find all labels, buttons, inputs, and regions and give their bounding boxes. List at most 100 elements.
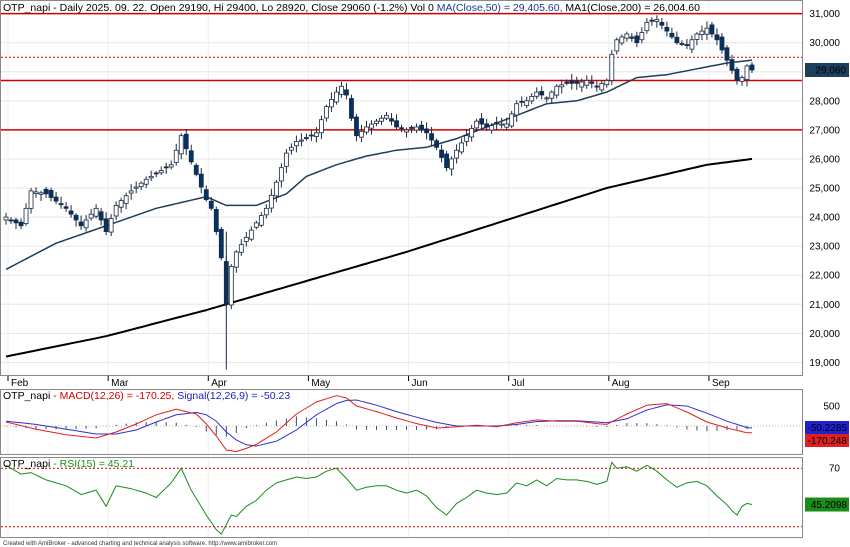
candle-down	[714, 34, 720, 41]
candle-up	[273, 181, 279, 197]
candle-down	[203, 189, 209, 201]
candle-up	[268, 194, 274, 209]
candle-down	[629, 36, 635, 39]
price-gridlines	[1, 1, 802, 537]
candle-up	[339, 85, 344, 95]
price-tick-label: 31,000	[809, 9, 840, 20]
candle-up	[514, 103, 520, 116]
macd-series	[5, 395, 752, 453]
candle-up	[504, 123, 510, 128]
price-tick-label: 27,000	[809, 125, 840, 136]
rsi-value-label: 45.2098	[811, 500, 848, 511]
candle-up	[619, 36, 625, 44]
candle-up	[329, 98, 334, 108]
rsi-value-box	[805, 497, 849, 512]
candle-down	[434, 140, 439, 148]
macd-symbol: OTP_napi	[3, 390, 50, 402]
candle-down	[63, 206, 69, 209]
candle-down	[8, 219, 14, 222]
candle-down	[208, 200, 214, 209]
price-ohlc-text: - Daily 2025. 09. 22. Open 29190, Hi 294…	[50, 2, 434, 14]
candle-up	[404, 129, 409, 133]
candle-up	[454, 149, 460, 159]
candle-down	[419, 124, 424, 131]
macd-value-label: -170.248	[808, 436, 848, 447]
candle-down	[649, 19, 655, 22]
candle-up	[474, 120, 480, 129]
x-tick-label: Feb	[11, 378, 29, 389]
candle-down	[394, 120, 399, 128]
candle-down	[569, 80, 575, 84]
candle-up	[609, 53, 615, 81]
candle-down	[213, 209, 219, 232]
candle-up	[113, 205, 119, 217]
candle-down	[519, 100, 525, 103]
candle-down	[18, 221, 24, 227]
candle-up	[744, 65, 750, 80]
last-price-box	[805, 63, 849, 78]
candle-up	[118, 200, 124, 208]
macd-header: OTP_napi - MACD(12,26) = -170.25, Signal…	[3, 390, 290, 402]
x-axis: Feb Mar Apr May Jun Jul Aug Sep	[7, 376, 730, 389]
candle-down	[429, 133, 434, 141]
candle-down	[399, 127, 404, 130]
price-tick-label: 28,000	[809, 96, 840, 107]
candle-up	[694, 33, 700, 40]
candle-up	[233, 251, 239, 268]
candle-up	[3, 216, 9, 221]
candle-down	[163, 166, 169, 169]
candle-up	[334, 91, 339, 103]
candle-down	[674, 36, 680, 44]
candle-down	[659, 22, 665, 26]
candle-down	[349, 98, 354, 119]
price-tick-label: 25,000	[809, 184, 840, 195]
candle-up	[324, 106, 329, 119]
candle-up	[148, 175, 154, 179]
candle-up	[253, 222, 259, 228]
candle-up	[449, 158, 454, 170]
candle-up	[369, 123, 374, 129]
candle-up	[263, 207, 269, 216]
rsi-symbol: OTP_napi	[3, 458, 50, 470]
candle-up	[639, 32, 645, 41]
candle-down	[218, 228, 224, 259]
candle-up	[579, 81, 585, 88]
candle-down	[98, 211, 104, 221]
candle-down	[564, 81, 570, 84]
candle-up	[83, 219, 89, 229]
candle-up	[489, 125, 495, 131]
candle-down	[734, 68, 740, 81]
candle-down	[13, 219, 19, 224]
candle-down	[494, 121, 500, 125]
candle-down	[729, 59, 735, 71]
candle-up	[624, 33, 630, 39]
candle-down	[53, 196, 59, 202]
candle-down	[193, 164, 199, 175]
candle-up	[28, 190, 34, 209]
candle-down	[719, 36, 725, 51]
x-tick-label: Jun	[412, 378, 428, 389]
rsi-label: - RSI(15) = 45.21	[50, 458, 134, 470]
candle-up	[293, 141, 299, 147]
signal-label: Signal(12,26,9) = -50.23	[174, 390, 290, 402]
candle-up	[644, 21, 650, 32]
candle-up	[283, 152, 289, 167]
ma200-series	[5, 157, 753, 358]
candle-up	[654, 19, 660, 22]
candle-down	[484, 123, 490, 128]
candle-up	[604, 80, 610, 86]
candle-up	[123, 195, 129, 204]
candle-up	[459, 142, 465, 153]
candle-up	[359, 130, 364, 138]
candle-up	[614, 39, 620, 52]
candle-up	[298, 139, 304, 142]
candle-up	[278, 167, 284, 182]
candle-down	[78, 221, 84, 227]
candle-up	[108, 218, 114, 233]
x-axis-band	[0, 376, 803, 389]
candle-up	[554, 85, 560, 96]
candle-up	[469, 128, 475, 138]
candle-up	[549, 91, 555, 99]
candle-down	[439, 149, 444, 158]
rsi-lines: 70 45.2098	[1, 461, 849, 535]
